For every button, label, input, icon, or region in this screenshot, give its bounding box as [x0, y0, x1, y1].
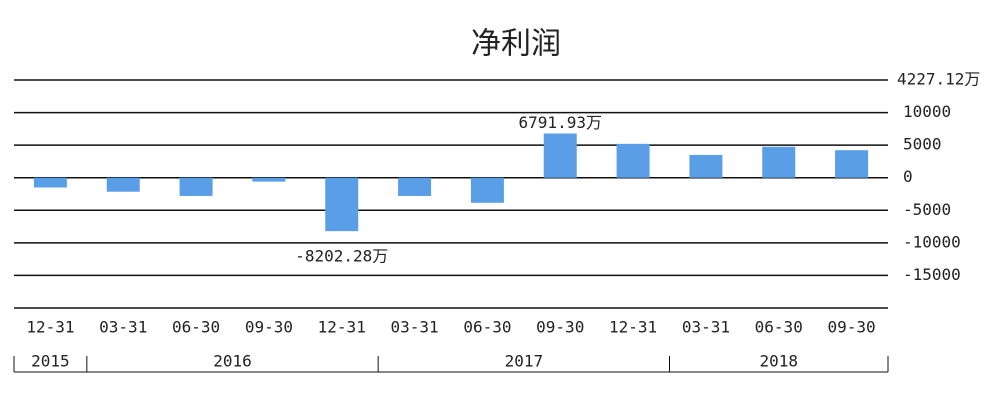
y-tick-label: 0	[903, 167, 913, 186]
x-tick-label: 09-30	[827, 318, 875, 337]
x-tick-label: 06-30	[755, 318, 803, 337]
y-tick-label: -15000	[903, 265, 961, 284]
x-tick-label: 06-30	[172, 318, 220, 337]
group-label: 2015	[31, 352, 70, 371]
bar	[398, 177, 432, 196]
x-tick-label: 03-31	[682, 318, 730, 337]
x-tick-label: 09-30	[536, 318, 584, 337]
bar	[33, 177, 67, 188]
value-label: 6791.93万	[519, 113, 602, 132]
bar	[762, 146, 796, 178]
bar	[543, 133, 577, 178]
bar	[179, 177, 213, 196]
value-label: 4227.12万	[897, 70, 980, 89]
x-tick-label: 12-31	[26, 318, 74, 337]
x-tick-label: 06-30	[463, 318, 511, 337]
bar	[835, 150, 869, 178]
y-tick-label: 5000	[903, 135, 942, 154]
x-tick-label: 03-31	[390, 318, 438, 337]
x-tick-label: 09-30	[245, 318, 293, 337]
group-label: 2017	[505, 352, 544, 371]
y-tick-label: 10000	[903, 102, 951, 121]
bar	[689, 154, 723, 178]
x-tick-label: 03-31	[99, 318, 147, 337]
x-tick-label: 12-31	[609, 318, 657, 337]
bar	[616, 143, 650, 178]
bar	[470, 177, 504, 203]
y-tick-label: -10000	[903, 232, 961, 251]
group-label: 2018	[759, 352, 798, 371]
chart-title: 净利润	[471, 27, 561, 62]
group-label: 2016	[213, 352, 252, 371]
x-tick-label: 12-31	[318, 318, 366, 337]
value-label: -8202.28万	[295, 247, 388, 266]
bar	[325, 177, 359, 232]
bar	[106, 177, 140, 192]
bar	[252, 177, 286, 182]
y-tick-label: -5000	[903, 200, 951, 219]
